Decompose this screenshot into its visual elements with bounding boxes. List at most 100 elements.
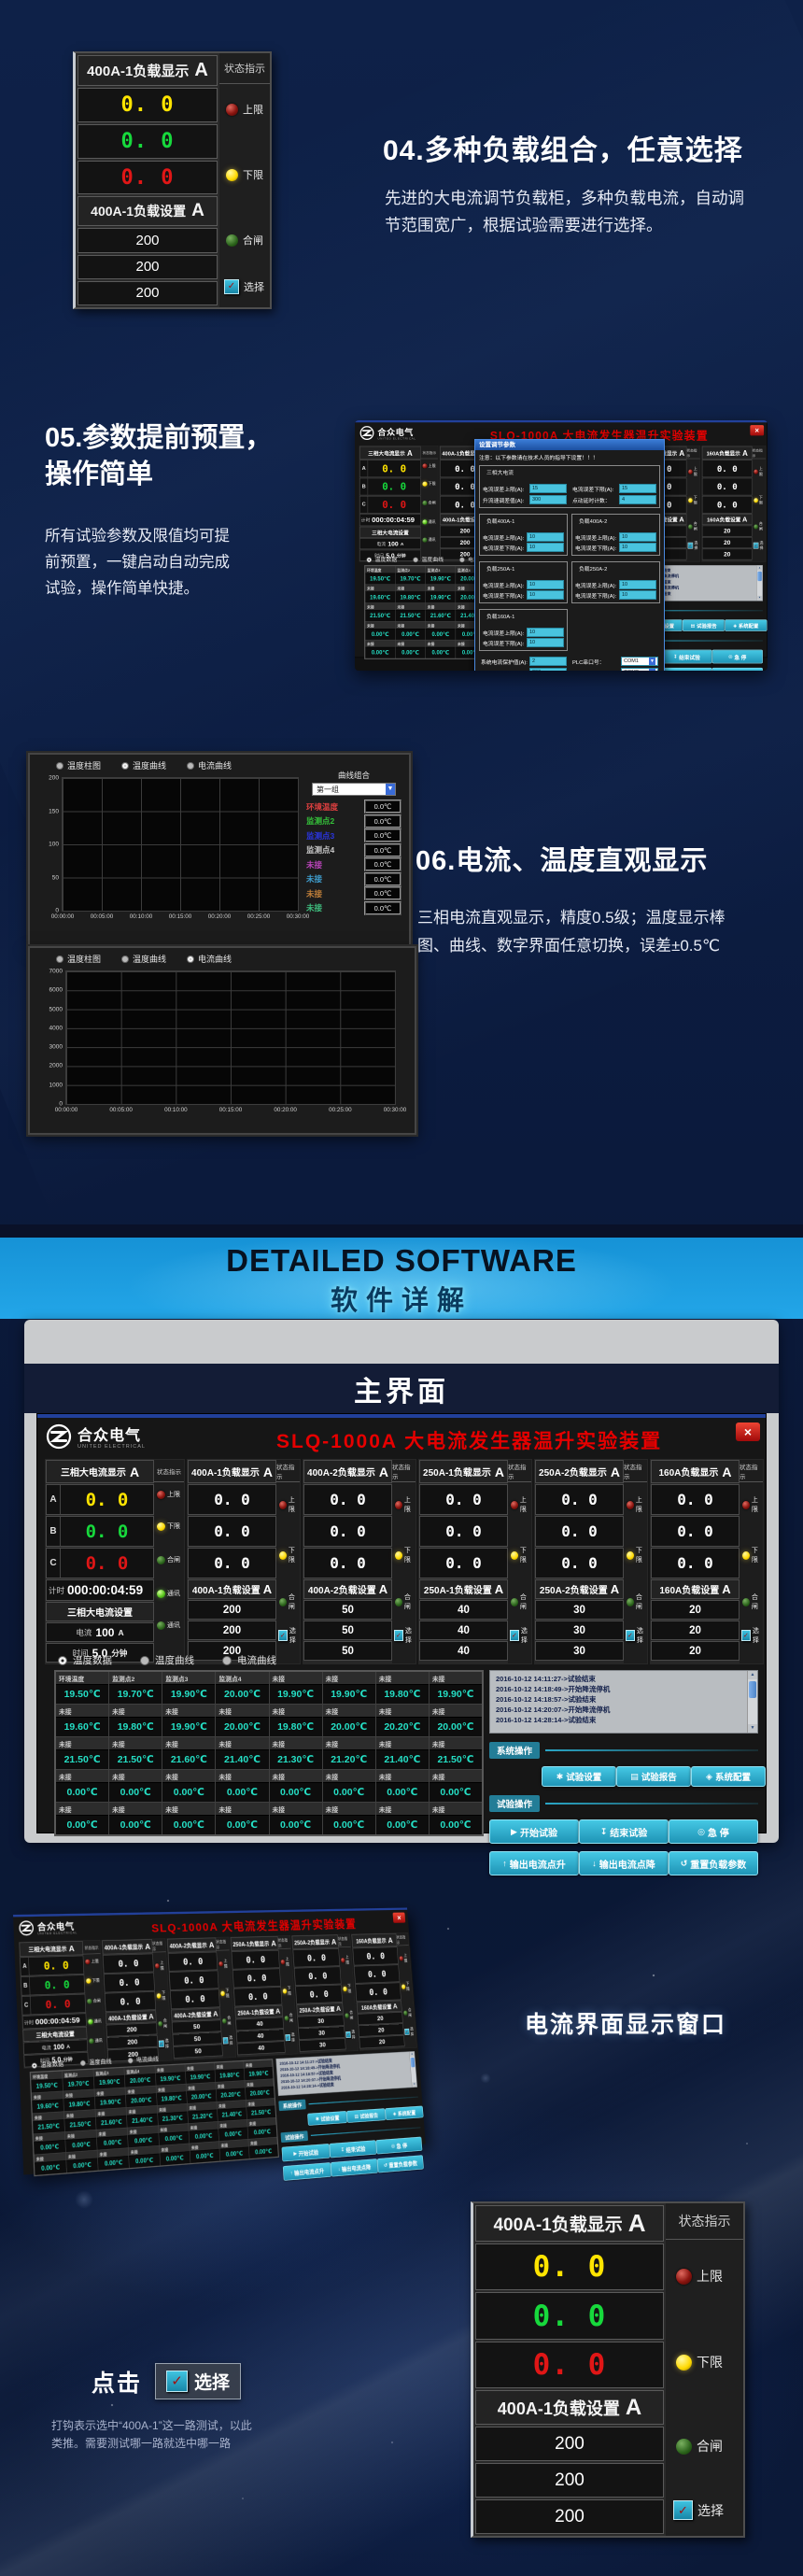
select-checkbox[interactable]: 选择 (224, 279, 264, 294)
phase-set-row[interactable]: 时间 5.0 分钟 (359, 549, 421, 561)
radio-icon[interactable] (140, 1655, 149, 1665)
field-input[interactable]: 2 (529, 657, 567, 666)
load-set-value[interactable]: 20 (701, 548, 753, 560)
radio-icon[interactable] (222, 1655, 232, 1665)
field-input[interactable]: 10 (527, 590, 564, 600)
输出电流点降-button[interactable]: ↓输出电流点降 (579, 1851, 669, 1875)
checkbox-icon[interactable] (404, 2028, 410, 2035)
field-input[interactable]: COM1 ▼ (621, 657, 658, 666)
phase-set-row[interactable]: 时间 5.0 分钟 (46, 1643, 154, 1663)
scroll-down-icon[interactable]: ▼ (412, 2082, 417, 2088)
field-input[interactable]: 15 (619, 484, 656, 493)
load-set-value[interactable]: 20 (701, 525, 753, 537)
系统配置-button[interactable]: ◈ 系统配置 (385, 2105, 424, 2121)
load-set-value[interactable]: 20 (701, 537, 753, 548)
急 停-button[interactable]: ◎ 急 停 (669, 1819, 758, 1844)
load-set-value[interactable]: 50 (173, 2044, 223, 2059)
radio-icon[interactable] (79, 2059, 86, 2066)
tab-电流曲线[interactable]: 电流曲线 (187, 953, 232, 965)
scrollbar[interactable]: ▲ ▼ (409, 2051, 417, 2088)
load-set-value[interactable]: 40 (419, 1621, 508, 1640)
checkbox-icon[interactable] (222, 2037, 229, 2045)
输出电流点升-button[interactable]: ↑输出电流点升 (489, 1851, 579, 1875)
tab-温度曲线[interactable]: 温度曲线 (79, 2057, 112, 2067)
phase-set-row[interactable]: 电流 100 A (359, 538, 421, 550)
load-set-value[interactable]: 200 (475, 2499, 664, 2535)
开始试验-button[interactable]: ▶开始试验 (281, 2144, 331, 2162)
radio-icon[interactable] (413, 557, 418, 562)
select-checkbox[interactable]: 选择 (278, 1626, 300, 1645)
radio-icon[interactable] (58, 1655, 67, 1665)
系统配置-button[interactable]: ◈ 系统配置 (691, 1766, 766, 1787)
checkbox-icon[interactable] (673, 2500, 693, 2520)
checkbox-icon[interactable] (158, 2040, 164, 2047)
field-input[interactable]: 300 (529, 495, 567, 504)
checkbox-icon[interactable] (510, 1630, 519, 1641)
field-input[interactable]: 10 (619, 532, 656, 542)
scroll-down-icon[interactable]: ▼ (748, 1724, 757, 1733)
radio-icon[interactable] (31, 2062, 37, 2069)
load-set-value[interactable]: 200 (77, 280, 218, 305)
load-set-value[interactable]: 40 (419, 1641, 508, 1661)
scroll-up-icon[interactable]: ▲ (748, 1671, 757, 1679)
scroll-up-icon[interactable]: ▲ (756, 565, 763, 571)
checkbox-icon[interactable] (345, 2031, 351, 2039)
select-checkbox-callout[interactable]: 选择 (155, 2363, 242, 2399)
试验报告-button[interactable]: ▤ 试验报告 (616, 1766, 691, 1787)
select-checkbox[interactable]: 选择 (741, 1626, 763, 1645)
curve-group-select[interactable]: 第一组 ▼ (312, 783, 396, 796)
select-checkbox[interactable]: 选择 (394, 1626, 416, 1645)
load-set-value[interactable]: 30 (299, 2038, 346, 2052)
select-checkbox[interactable]: 选择 (673, 2500, 724, 2520)
scroll-thumb[interactable] (410, 2057, 416, 2068)
field-input[interactable]: 10 (527, 638, 564, 647)
select-checkbox[interactable]: 选择 (285, 2031, 297, 2043)
checkbox-icon[interactable] (278, 1630, 288, 1641)
radio-icon[interactable] (127, 2057, 134, 2064)
field-input[interactable]: 10 (527, 543, 564, 552)
tab-温度数据[interactable]: 温度数据 (58, 1653, 112, 1667)
tab-电流曲线[interactable]: 电流曲线 (127, 2055, 159, 2065)
load-set-value[interactable]: 20 (651, 1621, 740, 1640)
结束试验-button[interactable]: ↧ 结束试验 (329, 2140, 377, 2158)
load-set-value[interactable]: 50 (303, 1621, 392, 1640)
radio-icon[interactable] (56, 761, 63, 770)
field-input[interactable]: 10 (527, 628, 564, 637)
field-input[interactable]: 10 (527, 580, 564, 589)
tab-温度数据[interactable]: 温度数据 (366, 556, 397, 563)
load-set-value[interactable]: 200 (188, 1621, 276, 1640)
load-set-value[interactable]: 200 (475, 2463, 664, 2498)
scroll-thumb[interactable] (757, 571, 762, 582)
重置负载参数-button[interactable]: ↺重置负载参数 (669, 1851, 758, 1875)
select-checkbox[interactable]: 选择 (753, 540, 766, 550)
select-checkbox[interactable]: 选择 (222, 2034, 235, 2045)
tab-温度柱图[interactable]: 温度柱图 (56, 953, 101, 965)
field-input[interactable]: 10 (619, 590, 656, 600)
radio-icon[interactable] (187, 955, 195, 963)
load-set-value[interactable]: 40 (236, 2041, 286, 2056)
select-checkbox[interactable]: 选择 (345, 2029, 358, 2040)
scroll-up-icon[interactable]: ▲ (409, 2051, 415, 2058)
tab-温度曲线[interactable]: 温度曲线 (413, 556, 444, 563)
checkbox-icon[interactable] (394, 1630, 403, 1641)
tab-电流曲线[interactable]: 电流曲线 (187, 759, 232, 771)
输出电流点升-button[interactable]: ↑输出电流点升 (282, 2162, 332, 2181)
load-set-value[interactable]: 20 (359, 2034, 405, 2049)
输出电流点降-button[interactable]: ↓输出电流点降 (661, 667, 712, 671)
checkbox-icon[interactable] (224, 279, 239, 294)
load-set-value[interactable]: 200 (475, 2427, 664, 2462)
field-input[interactable]: 200 (529, 668, 567, 671)
radio-icon[interactable] (366, 557, 373, 562)
checkbox-icon[interactable] (753, 542, 759, 549)
load-set-value[interactable]: 20 (651, 1641, 740, 1661)
select-checkbox[interactable]: 选择 (626, 1626, 647, 1645)
scrollbar[interactable]: ▲ ▼ (756, 565, 763, 602)
load-set-value[interactable]: 30 (535, 1621, 624, 1640)
close-button[interactable]: × (736, 1422, 760, 1441)
select-checkbox[interactable]: 选择 (510, 1626, 531, 1645)
系统配置-button[interactable]: ◈ 系统配置 (725, 619, 768, 631)
load-set-value[interactable]: 200 (77, 254, 218, 279)
急 停-button[interactable]: ◎ 急 停 (711, 649, 763, 664)
close-button[interactable]: × (750, 425, 765, 436)
tab-温度柱图[interactable]: 温度柱图 (56, 759, 101, 771)
